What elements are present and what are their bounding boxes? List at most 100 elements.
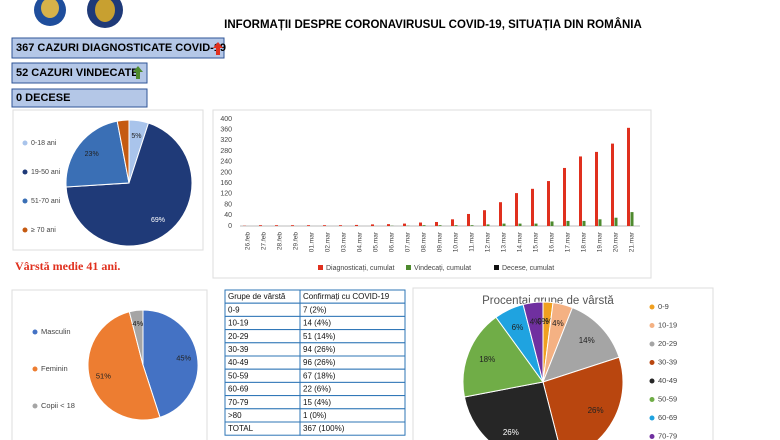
slice-label: 4% — [132, 319, 143, 328]
x-tick-label: 09.mar — [437, 231, 444, 252]
pie-slice — [542, 356, 624, 440]
bar — [483, 210, 486, 226]
legend-label: 70-79 — [658, 431, 677, 440]
bar — [582, 220, 586, 226]
bar — [499, 202, 502, 226]
legend-marker — [318, 265, 323, 270]
bar — [387, 224, 390, 226]
table-text: 20-29 — [228, 332, 249, 341]
bar — [470, 225, 474, 226]
x-tick-label: 17.mar — [565, 231, 572, 252]
slice-label: 5% — [131, 133, 141, 140]
stat-box — [11, 62, 148, 84]
legend-label: Masculin — [41, 327, 71, 336]
panel — [412, 287, 714, 440]
x-tick-label: 29.feb — [293, 232, 300, 250]
y-tick-label: 240 — [220, 159, 232, 166]
table-text: 30-39 — [228, 345, 249, 354]
slice-label: 6% — [512, 323, 524, 332]
x-tick-label: 11.mar — [469, 231, 476, 252]
legend-marker — [22, 169, 28, 175]
legend-marker — [22, 140, 28, 146]
y-tick-label: 320 — [220, 137, 232, 144]
pie-slice — [87, 311, 161, 421]
table-text: 10-19 — [228, 319, 249, 328]
x-tick-label: 13.mar — [501, 231, 508, 252]
bar — [422, 225, 426, 226]
up-arrow — [133, 66, 143, 79]
pie-slice — [65, 120, 130, 188]
bar — [339, 225, 342, 226]
y-tick-label: 280 — [220, 148, 232, 155]
bar — [502, 223, 506, 226]
legend-label: 10-19 — [658, 320, 677, 329]
slice-label: 4% — [530, 318, 542, 327]
table-text: 70-79 — [228, 398, 249, 407]
legend-label: 19-50 ani — [31, 169, 61, 176]
slice-label: 26% — [588, 406, 604, 415]
y-tick-label: 160 — [220, 180, 232, 187]
legend-marker — [406, 265, 411, 270]
bar — [486, 224, 490, 226]
x-tick-label: 28.feb — [277, 232, 284, 250]
table-cell — [299, 421, 406, 436]
panel — [11, 289, 208, 440]
x-tick-label: 01.mar — [309, 231, 316, 252]
slice-label: 14% — [579, 336, 595, 345]
bar — [547, 181, 550, 226]
slice-label: 26% — [503, 428, 519, 437]
table-text: 0-9 — [228, 305, 240, 314]
page-title: INFORMAȚII DESPRE CORONAVIRUSUL COVID-19… — [224, 18, 642, 31]
bar — [595, 151, 598, 226]
chart-title: Procentaj grupe de vârstă — [482, 295, 614, 307]
logos — [34, 0, 123, 28]
bar — [563, 167, 566, 226]
legend-label: Copii < 18 — [41, 401, 75, 410]
legend-label: 0-9 — [658, 302, 669, 311]
legend-label: Feminin — [41, 364, 68, 373]
stat-text: 0 DECESE — [16, 92, 70, 104]
x-tick-label: 27.feb — [261, 232, 268, 250]
table-text: 50-59 — [228, 371, 249, 380]
y-tick-label: 200 — [220, 169, 232, 176]
legend-marker — [649, 304, 655, 310]
table-text: 67 (18%) — [303, 371, 336, 380]
bar — [454, 225, 458, 226]
panel — [212, 109, 652, 279]
table-text: 94 (26%) — [303, 345, 336, 354]
stat-text: 52 CAZURI VINDECATE — [16, 67, 139, 79]
panel — [12, 109, 204, 251]
table-text: 96 (26%) — [303, 358, 336, 367]
bar — [534, 223, 538, 226]
legend-marker — [649, 434, 655, 439]
legend-label: 60-69 — [658, 413, 677, 422]
bar — [275, 225, 278, 226]
legend-label: 0-18 ani — [31, 140, 57, 147]
stat-text: 367 CAZURI DIAGNOSTICATE COVID-19 — [16, 42, 226, 54]
stat-box — [11, 88, 148, 108]
table-text: 14 (4%) — [303, 319, 331, 328]
x-tick-label: 10.mar — [453, 231, 460, 252]
slice-label: 4% — [552, 319, 564, 328]
slice-label: 51% — [96, 371, 111, 380]
table-text: 1 (0%) — [303, 411, 327, 420]
legend-marker — [649, 415, 655, 421]
bar — [515, 193, 518, 226]
bar — [438, 225, 442, 226]
x-tick-label: 08.mar — [421, 231, 428, 252]
slice-label: 18% — [479, 355, 495, 364]
legend-marker — [649, 397, 655, 402]
legend-marker — [494, 265, 499, 270]
x-tick-label: 20.mar — [613, 231, 620, 252]
legend-marker — [22, 227, 28, 233]
bar — [371, 224, 374, 226]
bar — [355, 224, 358, 226]
y-tick-label: 120 — [220, 191, 232, 198]
legend-marker — [649, 341, 655, 347]
bar — [566, 220, 570, 226]
x-tick-label: 26.feb — [245, 232, 252, 250]
legend-label: 30-39 — [658, 357, 677, 366]
pie-slice — [65, 122, 193, 247]
bar — [467, 213, 470, 226]
